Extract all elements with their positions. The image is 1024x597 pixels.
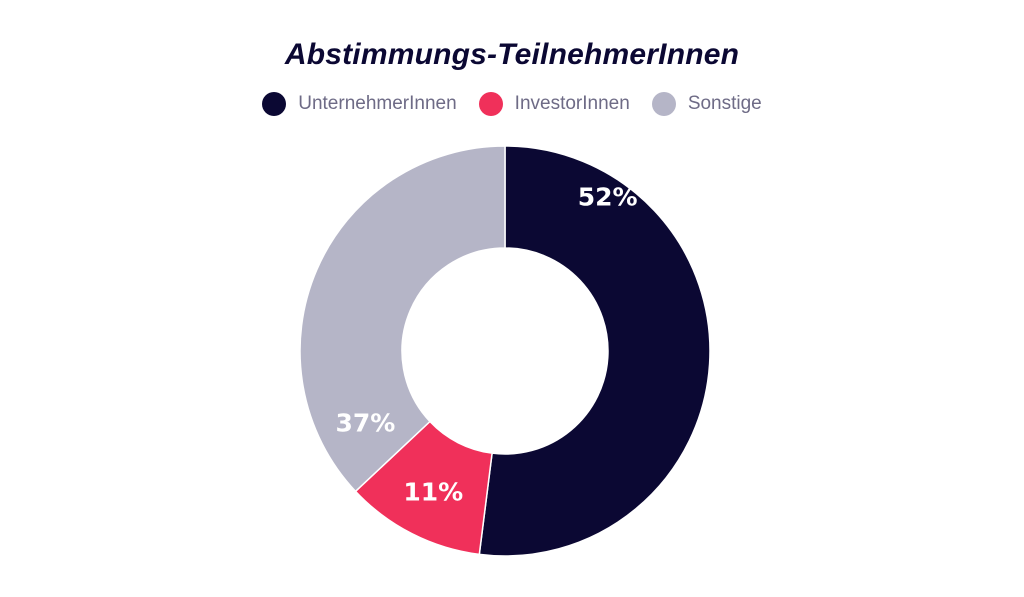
slice-label-investorinnen: 11% [403, 477, 463, 506]
legend-item-investorinnen: InvestorInnen [478, 92, 630, 116]
chart-legend: UnternehmerInnen InvestorInnen Sonstige [0, 92, 1024, 116]
legend-label-investorinnen: InvestorInnen [514, 93, 630, 114]
legend-item-unternehmerinnen: UnternehmerInnen [262, 92, 457, 116]
slice-label-sonstige: 37% [335, 408, 395, 437]
legend-swatch-sonstige [651, 92, 676, 116]
legend-label-unternehmerinnen: UnternehmerInnen [298, 93, 457, 114]
legend-swatch-unternehmerinnen [262, 92, 287, 116]
chart-title: Abstimmungs-TeilnehmerInnen [284, 38, 740, 71]
slice-unternehmerinnen [478, 145, 711, 557]
legend-swatch-investorinnen [478, 92, 503, 116]
slice-label-unternehmerinnen: 52% [578, 183, 638, 212]
legend-label-sonstige: Sonstige [687, 93, 762, 114]
slice-sonstige [299, 145, 506, 493]
legend-item-sonstige: Sonstige [651, 92, 762, 116]
